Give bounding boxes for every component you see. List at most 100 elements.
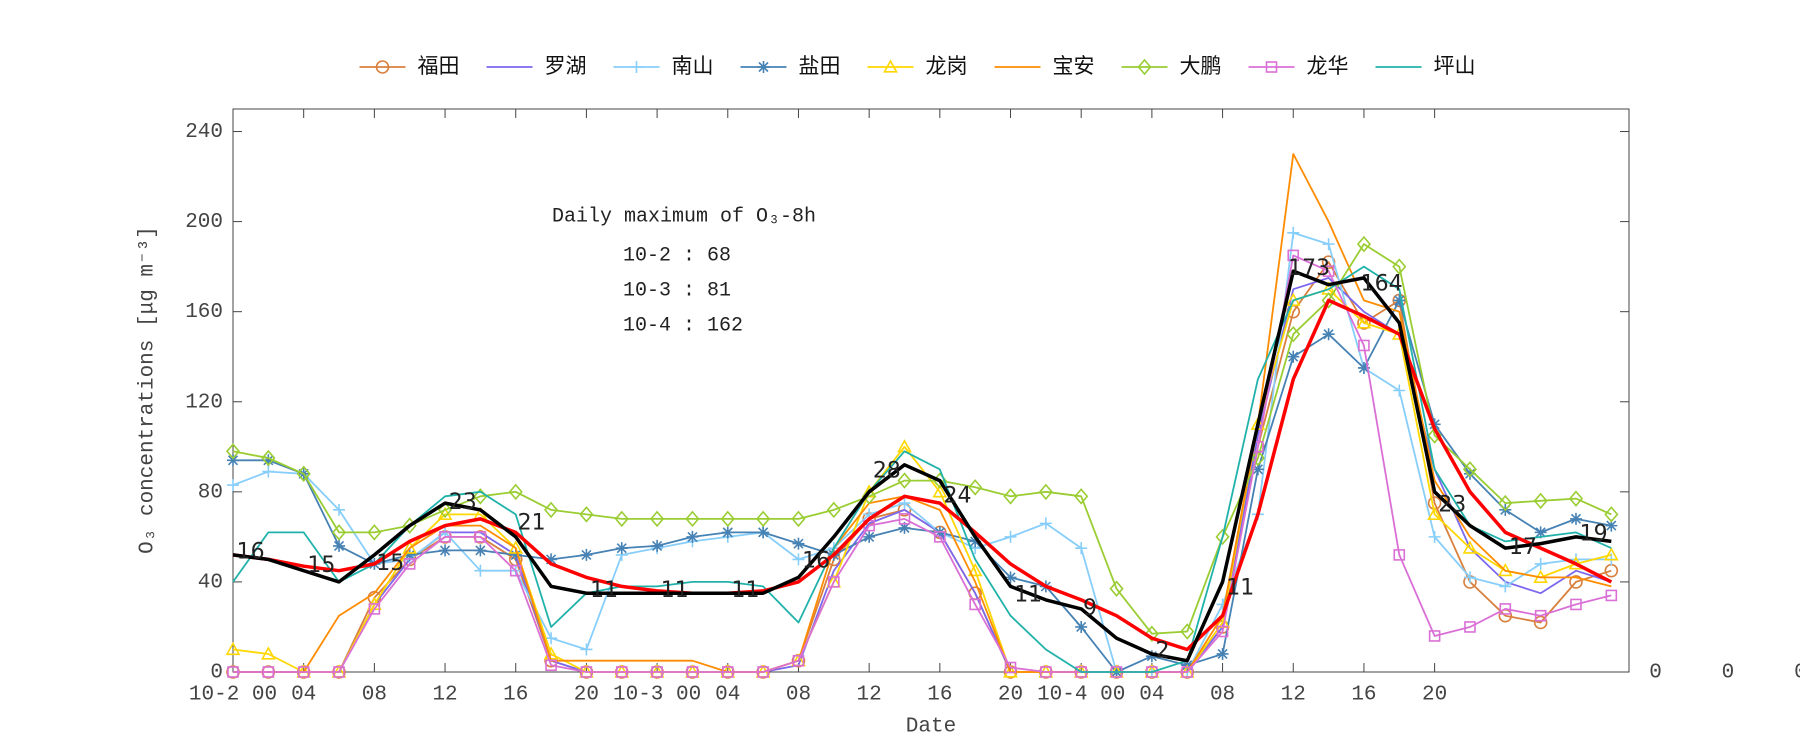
- marker: [474, 544, 487, 557]
- marker: [1216, 647, 1229, 660]
- marker: [1109, 580, 1124, 597]
- marker: [262, 465, 275, 478]
- marker: [1393, 384, 1406, 397]
- marker: [1215, 528, 1230, 546]
- marker: [439, 544, 452, 557]
- legend-label: 龙岗: [926, 54, 968, 78]
- annotation: 17: [1509, 535, 1537, 560]
- marker: [1392, 258, 1407, 275]
- series: [233, 277, 1612, 673]
- marker: [685, 510, 700, 528]
- marker: [439, 531, 451, 543]
- legend-label: 龙华: [1307, 54, 1349, 78]
- series-line: [232, 288, 1612, 673]
- marker: [1137, 58, 1152, 76]
- marker: [792, 537, 805, 550]
- marker: [1569, 512, 1582, 525]
- legend-item: 大鹏: [1121, 54, 1222, 78]
- marker: [333, 539, 346, 552]
- x-tick-label: 12: [857, 684, 882, 707]
- marker: [1038, 483, 1053, 501]
- annotation: 28: [873, 459, 901, 484]
- marker: [1286, 325, 1301, 343]
- annotation: 19: [1580, 522, 1608, 547]
- marker: [296, 465, 311, 483]
- annotation: 23: [449, 490, 477, 515]
- marker: [1216, 625, 1229, 638]
- x-tick-label: 08: [786, 684, 811, 707]
- marker: [580, 666, 593, 678]
- marker: [1144, 625, 1159, 642]
- y-tick-label: 0: [210, 662, 223, 685]
- legend-item: 龙岗: [867, 54, 968, 78]
- marker: [932, 484, 948, 498]
- marker: [579, 506, 594, 523]
- marker: [1393, 294, 1406, 307]
- marker: [969, 535, 982, 548]
- marker: [545, 659, 557, 672]
- marker: [474, 531, 487, 543]
- marker: [1356, 315, 1372, 329]
- x-tick-label: 08: [362, 684, 387, 707]
- marker: [1569, 575, 1583, 589]
- marker: [1428, 530, 1441, 543]
- marker: [508, 483, 523, 501]
- marker: [757, 666, 769, 678]
- marker: [1322, 238, 1335, 251]
- x-tick-label: 20: [1422, 684, 1447, 707]
- x-tick-label: 12: [1281, 684, 1306, 707]
- x-tick-label: 20: [998, 684, 1023, 707]
- marker: [757, 526, 770, 539]
- marker: [225, 641, 241, 656]
- marker: [897, 472, 912, 489]
- series: [232, 298, 1613, 652]
- series-line: [233, 153, 1612, 673]
- y-tick-label: 240: [185, 121, 223, 144]
- marker: [615, 666, 628, 678]
- marker: [1534, 526, 1547, 539]
- annotation: 9: [1083, 596, 1097, 621]
- marker: [650, 510, 665, 528]
- marker: [1004, 661, 1017, 674]
- marker: [1322, 328, 1335, 341]
- marker: [1393, 549, 1406, 561]
- text-box-line: 10-3 : 81: [623, 279, 731, 302]
- annotation: 16: [802, 549, 830, 574]
- marker: [1287, 249, 1300, 262]
- marker: [615, 542, 628, 555]
- x-tick-label: 10-4 00: [1037, 684, 1125, 707]
- y-tick-label: 160: [185, 301, 223, 324]
- x-tick-label: 12: [432, 684, 457, 707]
- annotation: 11: [1014, 582, 1042, 607]
- legend-label: 宝安: [1053, 54, 1095, 78]
- legend-label: 罗湖: [545, 54, 587, 78]
- marker: [227, 666, 239, 678]
- marker: [968, 479, 983, 496]
- series-line: [232, 232, 1612, 673]
- annotation: 15: [307, 553, 335, 578]
- text-box-line: 10-4 : 162: [623, 314, 743, 337]
- legend-item: 坪山: [1375, 54, 1476, 78]
- marker: [1358, 339, 1370, 352]
- annotation: 11: [661, 578, 689, 603]
- marker: [1604, 506, 1619, 523]
- marker: [1322, 265, 1335, 277]
- marker: [1250, 449, 1265, 467]
- marker: [862, 488, 877, 505]
- marker: [545, 632, 558, 645]
- marker: [863, 530, 876, 543]
- series: [232, 265, 1612, 673]
- marker: [651, 666, 663, 678]
- marker: [403, 548, 416, 561]
- legend-item: 罗湖: [486, 54, 587, 78]
- marker: [828, 576, 840, 588]
- marker: [1534, 609, 1547, 622]
- marker: [1605, 589, 1618, 602]
- outside-label: 0: [1794, 662, 1800, 685]
- marker: [1075, 620, 1088, 633]
- marker: [580, 643, 593, 656]
- marker: [403, 558, 416, 570]
- marker: [333, 503, 346, 516]
- marker: [474, 564, 487, 577]
- marker: [1463, 467, 1476, 480]
